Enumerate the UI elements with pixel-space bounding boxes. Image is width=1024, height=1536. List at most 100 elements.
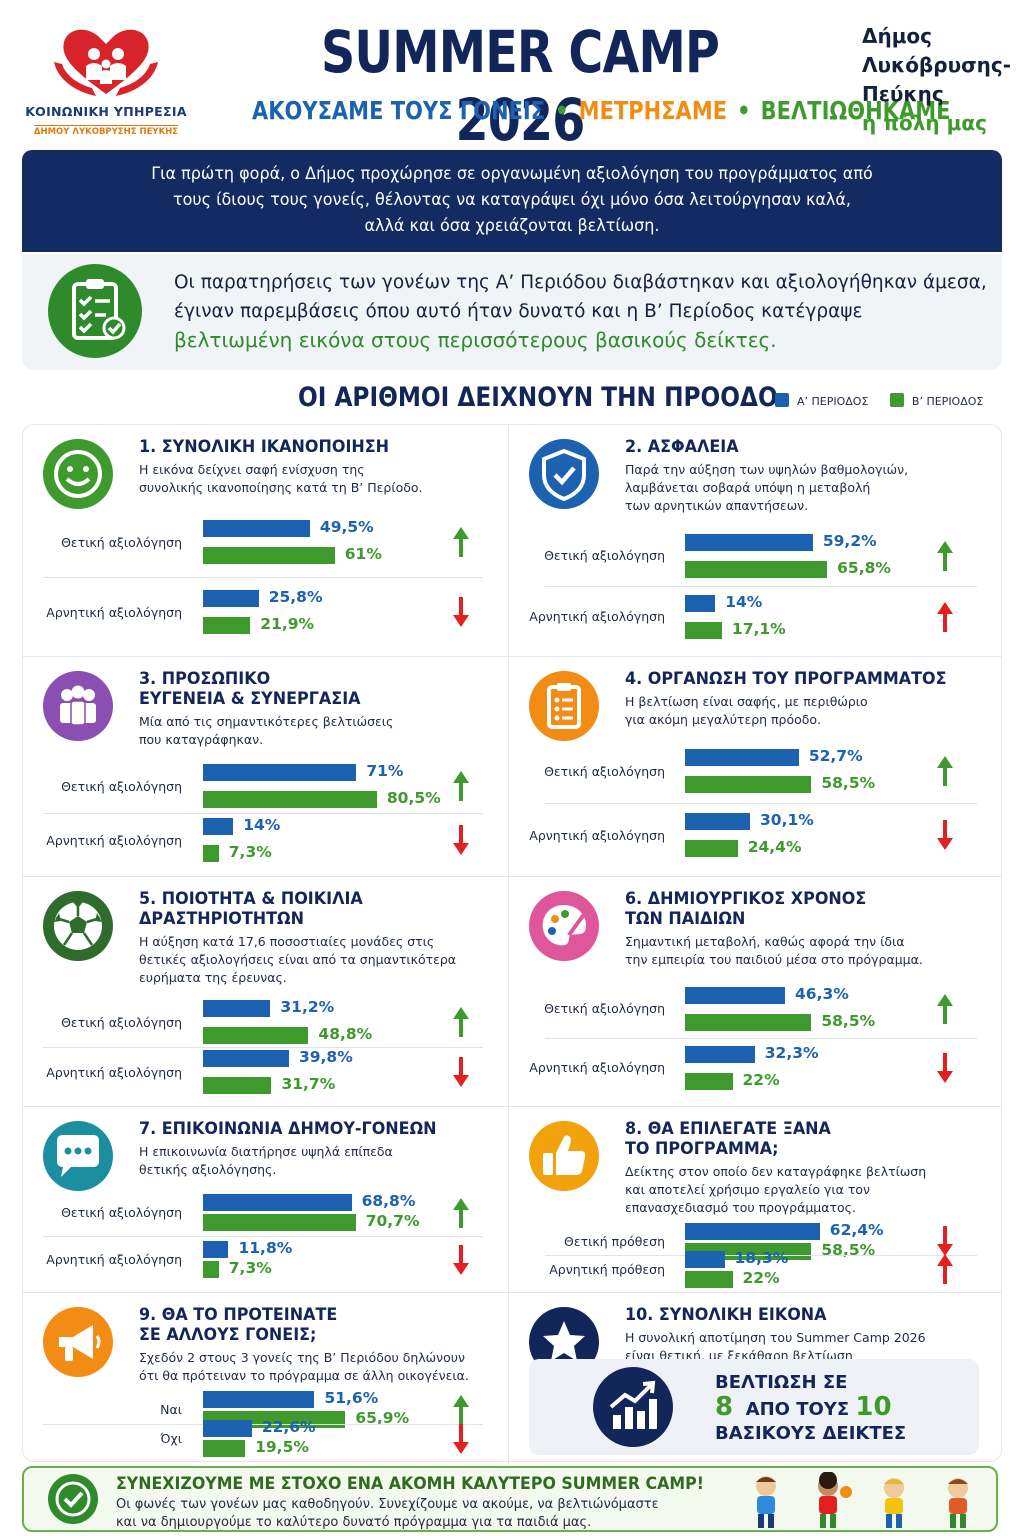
value-period-a: 52,7%: [808, 747, 863, 765]
note-highlight: βελτιωμένη εικόνα στους περισσότερους βα…: [174, 328, 777, 352]
indicator-description: Η βελτίωση είναι σαφής, με περιθώριο για…: [625, 694, 868, 727]
value-period-a: 46,3%: [795, 984, 849, 1003]
legend-swatch-period-a: [775, 393, 789, 407]
arrow-down-icon: [451, 823, 471, 857]
arrow-down-icon: [935, 1051, 955, 1085]
indicator-title: 5. ΠΟΙΟΤΗΤΑ & ΠΟΙΚΙΛΙΑ ΔΡΑΣΤΗΡΙΟΤΗΤΩΝ: [139, 889, 363, 929]
clipboard-icon: [529, 671, 599, 741]
tagline-listened: ΑΚΟΥΣΑΜΕ ΤΟΥΣ ΓΟΝΕΙΣ: [252, 96, 546, 125]
parent-feedback-note: Οι παρατηρήσεις των γονέων της Α’ Περιόδ…: [22, 254, 1002, 370]
value-period-a: 30,1%: [760, 811, 814, 829]
row-label: Αρνητική αξιολόγηση: [46, 1064, 182, 1080]
heart-hands-logo-icon: [54, 29, 158, 96]
bar-period-a: [685, 986, 785, 1004]
value-period-b: 22%: [742, 1268, 780, 1287]
bar-period-a: [685, 533, 813, 551]
bar-period-a: [203, 520, 310, 537]
indicator-description: Δείκτης στον οποίο δεν καταγράφηκε βελτί…: [625, 1164, 927, 1215]
indicator-panel: 5. ΠΟΙΟΤΗΤΑ & ΠΟΙΚΙΛΙΑ ΔΡΑΣΤΗΡΙΟΤΗΤΩΝ Η α…: [23, 877, 509, 1107]
row-divider: [545, 586, 977, 587]
tagline-measured: ΜΕΤΡΗΣΑΜΕ: [578, 96, 728, 125]
bar-period-a: [685, 1250, 725, 1268]
row-label: Αρνητική αξιολόγηση: [46, 1252, 182, 1267]
indicator-title: 8. ΘΑ ΕΠΙΛΕΓΑΤΕ ΞΑΝΑ ΤΟ ΠΡΟΓΡΑΜΜΑ;: [625, 1119, 831, 1159]
row-divider: [545, 803, 977, 804]
row-label: Ναι: [160, 1402, 182, 1417]
value-period-a: 62,4%: [829, 1220, 884, 1239]
bar-period-a: [203, 590, 259, 607]
summary-line: ΑΠΟ ΤΟΥΣ: [745, 1399, 850, 1420]
value-period-a: 22,6%: [261, 1418, 316, 1436]
row-label: Αρνητική αξιολόγηση: [529, 1060, 665, 1075]
row-label: Αρνητική αξιολόγηση: [46, 832, 182, 848]
value-period-a: 51,6%: [324, 1389, 379, 1407]
row-label: Αρνητική αξιολόγηση: [46, 604, 182, 620]
value-period-a: 49,5%: [319, 518, 374, 536]
arrow-up-icon: [935, 992, 955, 1026]
bar-period-b: [685, 840, 738, 857]
footer-text: Οι φωνές των γονέων μας καθοδηγούν. Συνε…: [116, 1497, 659, 1530]
intro-line: τους ίδιους τους γονείς, θέλοντας να κατ…: [173, 190, 851, 210]
intro-banner: Για πρώτη φορά, ο Δήμος προχώρησε σε οργ…: [22, 150, 1002, 252]
row-label: Θετική αξιολόγηση: [544, 1001, 665, 1016]
logo-subtitle: ΔΗΜΟΥ ΛΥΚΟΒΡΥΣΗΣ ΠΕΥΚΗΣ: [33, 125, 179, 137]
bar-period-b: [685, 1013, 812, 1031]
bar-period-b: [685, 1072, 733, 1090]
bar-period-b: [203, 1214, 356, 1231]
bar-period-a: [685, 1222, 820, 1240]
indicator-description: Η εικόνα δείχνει σαφή ενίσχυση της συνολ…: [139, 462, 423, 495]
tagline-separator: •: [737, 96, 751, 125]
arrow-down-icon: [451, 1055, 471, 1089]
people-icon: [43, 671, 113, 741]
row-label: Όχι: [160, 1431, 182, 1446]
value-period-b: 65,9%: [355, 1409, 410, 1427]
arrow-up-icon: [451, 525, 471, 559]
shield-icon: [529, 439, 599, 509]
summary-line: ΒΑΣΙΚΟΥΣ ΔΕΙΚΤΕΣ: [715, 1423, 907, 1444]
arrow-down-icon: [451, 1243, 471, 1277]
value-period-b: 24,4%: [747, 838, 802, 856]
indicator-title: 9. ΘΑ ΤΟ ΠΡΟΤΕΙΝΑΤΕ ΣΕ ΑΛΛΟΥΣ ΓΟΝΕΙΣ;: [139, 1305, 338, 1345]
indicator-description: Σημαντική μεταβολή, καθώς αφορά την ίδια…: [625, 934, 923, 967]
bar-period-a: [203, 1194, 352, 1211]
value-period-a: 31,2%: [280, 998, 335, 1016]
legend-swatch-period-b: [889, 393, 904, 407]
smiley-icon: [43, 439, 113, 509]
value-period-b: 58,5%: [821, 774, 876, 792]
value-period-b: 7,3%: [228, 1259, 272, 1277]
indicators-grid: 1. ΣΥΝΟΛΙΚΗ ΙΚΑΝΟΠΟΙΗΣΗ Η εικόνα δείχνει …: [22, 424, 1002, 1463]
row-label: Θετική αξιολόγηση: [61, 534, 182, 550]
summary-improved-count: 8: [715, 1392, 734, 1422]
municipality-line: Δήμος: [862, 24, 933, 48]
value-period-b: 7,3%: [228, 843, 272, 861]
value-period-a: 59,2%: [822, 531, 877, 550]
value-period-b: 61%: [344, 545, 382, 563]
row-divider: [43, 1424, 483, 1425]
indicator-description: Σχεδόν 2 στους 3 γονείς της Β’ Περιόδου …: [139, 1350, 469, 1383]
value-period-b: 48,8%: [318, 1025, 373, 1043]
row-divider: [545, 1038, 977, 1039]
arrow-down-icon: [451, 1422, 471, 1456]
tagline-improved: ΒΕΛΤΙΩΘΗΚΑΜΕ: [760, 96, 951, 125]
bar-period-b: [203, 1027, 309, 1044]
summary-box: ΒΕΛΤΙΩΣΗ ΣΕ 8 ΑΠΟ ΤΟΥΣ 10 ΒΑΣΙΚΟΥΣ ΔΕΙΚΤ…: [529, 1359, 979, 1455]
bar-period-b: [685, 1270, 733, 1288]
legend-label-period-b: Β’ ΠΕΡΙΟΔΟΣ: [911, 395, 984, 408]
indicator-panel: 1. ΣΥΝΟΛΙΚΗ ΙΚΑΝΟΠΟΙΗΣΗ Η εικόνα δείχνει …: [23, 425, 509, 657]
social-service-logo: ΚΟΙΝΩΝΙΚΗ ΥΠΗΡΕΣΙΑ ΔΗΜΟΥ ΛΥΚΟΒΡΥΣΗΣ ΠΕΥΚ…: [20, 22, 192, 142]
logo-name: ΚΟΙΝΩΝΙΚΗ ΥΠΗΡΕΣΙΑ: [25, 104, 187, 119]
megaphone-icon: [43, 1307, 113, 1377]
footer-title: ΣΥΝΕΧΙΖΟΥΜΕ ΜΕ ΣΤΟΧΟ ΕΝΑ ΑΚΟΜΗ ΚΑΛΥΤΕΡΟ …: [116, 1474, 704, 1494]
indicator-description: Η επικοινωνία διατήρησε υψηλά επίπεδα θε…: [139, 1144, 393, 1177]
arrow-down-icon: [935, 818, 955, 852]
arrow-up-icon: [935, 539, 955, 573]
value-period-b: 22%: [742, 1070, 780, 1089]
row-label: Θετική αξιολόγηση: [61, 778, 182, 794]
checklist-clipboard-icon: [48, 264, 142, 358]
children-illustration-icon: [756, 1472, 968, 1528]
row-label: Αρνητική αξιολόγηση: [529, 827, 665, 843]
indicator-description: Η αύξηση κατά 17,6 ποσοστιαίες μονάδες σ…: [139, 934, 457, 985]
arrow-up-icon: [451, 1005, 471, 1039]
value-period-b: 58,5%: [821, 1011, 876, 1030]
section-title: ΟΙ ΑΡΙΘΜΟΙ ΔΕΙΧΝΟΥΝ ΤΗΝ ΠΡΟΟΔΟ: [298, 382, 778, 413]
